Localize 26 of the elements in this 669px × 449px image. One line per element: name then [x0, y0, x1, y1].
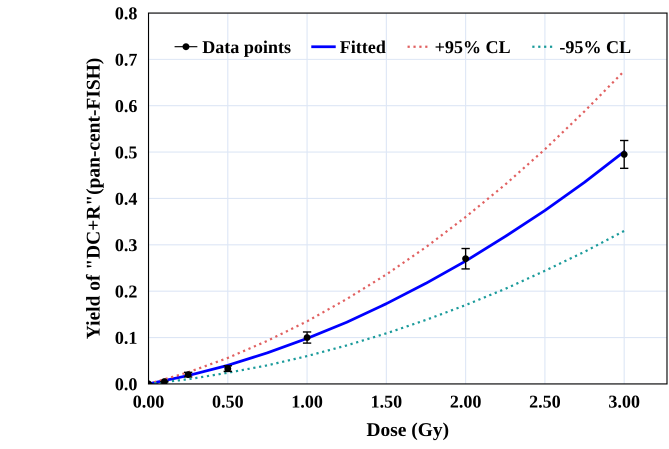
x-tick-label: 0.00 [133, 396, 164, 408]
y-tick-label: 0.4 [116, 192, 138, 205]
y-axis-title: Yield of "DC+R"(pan-cent-FISH) [86, 58, 104, 339]
legend-label: Fitted [340, 40, 386, 54]
y-tick-label: 0.2 [116, 285, 137, 298]
x-tick-label: 3.00 [609, 396, 640, 408]
point [620, 150, 628, 158]
x-tick-label: 2.50 [530, 396, 560, 408]
y-tick-label: 0.8 [116, 7, 137, 20]
y-tick-label: 0.0 [116, 378, 137, 390]
legend-label: -95% CL [560, 41, 630, 54]
legend-label: +95% CL [436, 41, 510, 54]
x-tick-label: 2.00 [450, 396, 481, 408]
x-tick-label: 0.50 [212, 396, 243, 408]
y-tick-label: 0.7 [116, 54, 137, 66]
y-tick-label: 0.3 [116, 239, 137, 252]
x-tick-label: 1.00 [292, 396, 322, 408]
y-tick-label: 0.1 [116, 332, 136, 344]
point [304, 334, 311, 342]
point [462, 255, 470, 262]
legend-label: Data points [202, 40, 291, 57]
x-axis-title: Dose (Gy) [366, 422, 448, 440]
y-tick-label: 0.5 [116, 146, 137, 159]
x-tick-label: 1.50 [372, 396, 402, 408]
y-tick-label: 0.6 [116, 100, 137, 112]
point [160, 378, 168, 384]
